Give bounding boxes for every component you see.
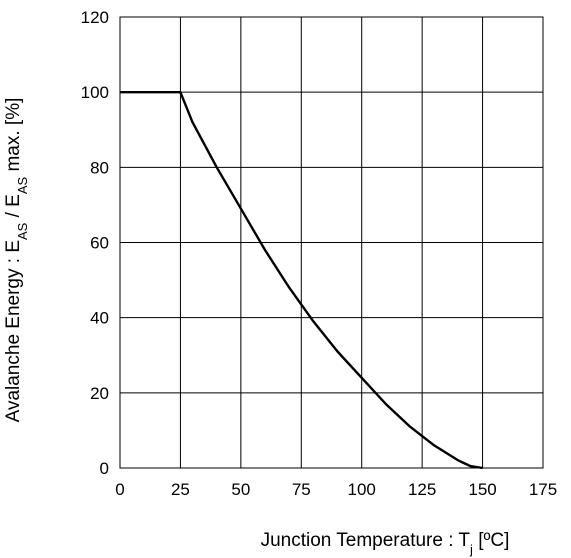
y-tick-label: 120 <box>81 8 109 27</box>
x-tick-label: 175 <box>529 480 557 499</box>
x-axis-label: Junction Temperature : Tj [ºC] <box>261 530 510 557</box>
y-tick-label: 20 <box>90 384 109 403</box>
y-tick-label: 100 <box>81 83 109 102</box>
x-tick-label: 50 <box>231 480 250 499</box>
grid-lines <box>120 17 543 468</box>
y-tick-label: 80 <box>90 158 109 177</box>
tick-labels: 0 25 50 75 100 125 150 175 0 20 40 60 80 100 120 <box>81 8 558 499</box>
y-tick-label: 60 <box>90 234 109 253</box>
y-tick-label: 40 <box>90 309 109 328</box>
y-axis-label: Avalanche Energy : EAS / EAS max. [%] <box>3 98 30 423</box>
x-tick-label: 125 <box>408 480 436 499</box>
x-tick-label: 150 <box>468 480 496 499</box>
x-tick-label: 0 <box>115 480 124 499</box>
x-tick-label: 100 <box>348 480 376 499</box>
x-tick-label: 75 <box>292 480 311 499</box>
y-tick-label: 0 <box>100 459 109 478</box>
x-tick-label: 25 <box>171 480 190 499</box>
